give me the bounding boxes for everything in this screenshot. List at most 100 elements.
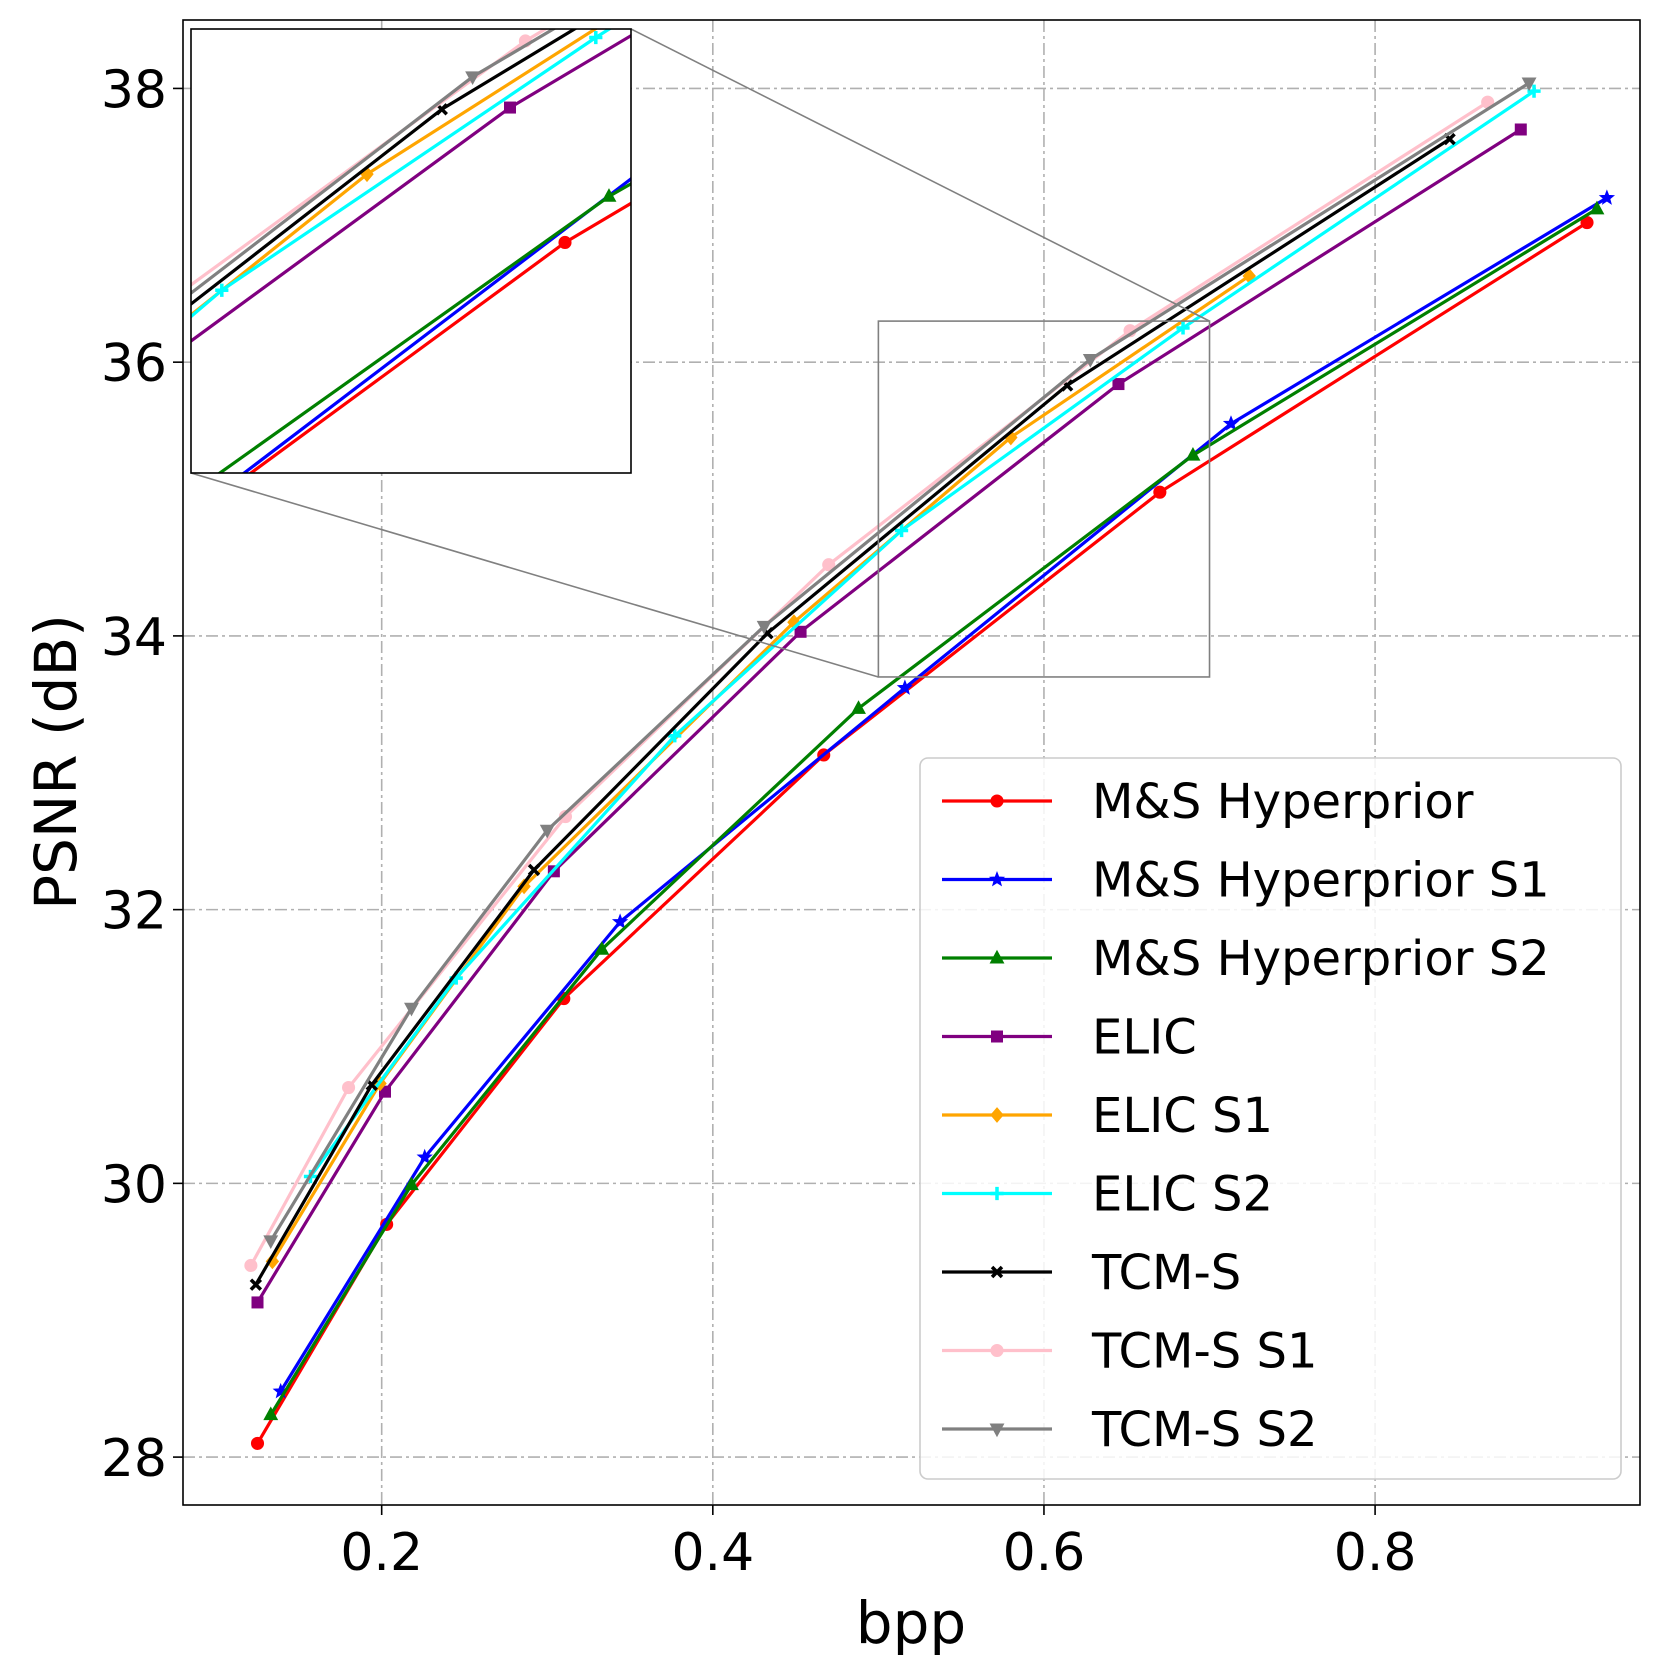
x-tick-label: 0.8 bbox=[1334, 1523, 1417, 1583]
data-point bbox=[465, 71, 481, 86]
series-m-s-hyperprior-s2 bbox=[263, 200, 1605, 1421]
data-point bbox=[668, 729, 682, 743]
legend-label: ELIC S1 bbox=[1092, 1088, 1273, 1144]
x-tick-label: 0.4 bbox=[671, 1523, 754, 1583]
data-point bbox=[991, 1030, 1003, 1043]
legend-label: TCM-S S1 bbox=[1091, 1324, 1318, 1380]
inset-series bbox=[191, 29, 631, 473]
series-line bbox=[279, 196, 1608, 1393]
y-tick-label: 34 bbox=[101, 608, 167, 668]
legend-label: ELIC S2 bbox=[1092, 1167, 1273, 1223]
zoom-indicator bbox=[190, 28, 1211, 678]
legend-label: M&S Hyperprior S1 bbox=[1092, 853, 1550, 909]
data-point bbox=[589, 30, 603, 45]
legend: M&S Hyperprior M&S Hyperprior S1 M&S Hyper… bbox=[919, 757, 1622, 1480]
data-point bbox=[990, 1107, 1004, 1123]
series-line bbox=[309, 89, 1535, 1178]
data-point bbox=[1598, 189, 1616, 205]
data-point bbox=[504, 101, 516, 114]
data-point bbox=[1176, 321, 1190, 335]
data-point bbox=[404, 1176, 419, 1191]
data-point bbox=[1082, 353, 1098, 368]
data-point bbox=[1222, 415, 1240, 431]
legend-item: ELIC S2 bbox=[942, 1167, 1273, 1223]
data-point bbox=[1521, 77, 1537, 92]
legend-label: TCM-S bbox=[1091, 1245, 1241, 1301]
data-point bbox=[539, 824, 555, 839]
series-line bbox=[191, 33, 631, 343]
data-point bbox=[989, 1423, 1005, 1438]
y-tick-label: 38 bbox=[101, 60, 167, 120]
data-point bbox=[822, 558, 836, 572]
legend-label: M&S Hyperprior bbox=[1092, 774, 1474, 830]
data-point bbox=[1153, 485, 1167, 499]
data-point bbox=[527, 863, 541, 877]
data-point bbox=[416, 1148, 433, 1165]
axis-ticks: 0.2 0.4 0.6 0.8 28 30 32 34 36 38 bbox=[101, 60, 1417, 1583]
legend-item: M&S Hyperprior S2 bbox=[942, 931, 1550, 987]
x-tick-label: 0.2 bbox=[340, 1523, 423, 1583]
data-point bbox=[990, 1343, 1004, 1358]
series-elic bbox=[191, 33, 631, 343]
data-point bbox=[404, 1002, 419, 1017]
data-point bbox=[251, 1296, 264, 1309]
data-point bbox=[894, 523, 909, 538]
data-point bbox=[249, 1278, 263, 1291]
legend-item: TCM-S S1 bbox=[942, 1324, 1318, 1380]
data-point bbox=[1112, 378, 1125, 391]
y-tick-label: 36 bbox=[101, 334, 167, 394]
series-elic-s2 bbox=[303, 84, 1541, 1184]
series-line bbox=[269, 207, 1598, 1416]
zoom-inset bbox=[190, 28, 632, 474]
legend-label: TCM-S S2 bbox=[1091, 1402, 1318, 1458]
zoom-connector-line bbox=[630, 28, 1210, 322]
y-tick-label: 28 bbox=[101, 1429, 167, 1489]
data-point bbox=[1185, 447, 1201, 461]
data-point bbox=[611, 913, 629, 929]
data-point bbox=[990, 794, 1004, 808]
data-point bbox=[989, 949, 1005, 964]
series-tcm-s-s2 bbox=[191, 29, 557, 296]
data-point bbox=[988, 871, 1006, 887]
data-point bbox=[558, 810, 573, 824]
legend-label: M&S Hyperprior S2 bbox=[1092, 931, 1550, 987]
series-line bbox=[254, 137, 1451, 1286]
data-point bbox=[851, 700, 866, 714]
data-point bbox=[378, 1085, 391, 1098]
plot-frame bbox=[182, 19, 1641, 1506]
data-point bbox=[250, 1436, 265, 1450]
legend-frame bbox=[919, 757, 1622, 1480]
legend-item: M&S Hyperprior S1 bbox=[942, 853, 1550, 909]
data-point bbox=[756, 620, 772, 635]
series-tcm-s-s2 bbox=[263, 77, 1537, 1250]
data-point bbox=[1514, 123, 1527, 136]
data-point bbox=[1589, 200, 1605, 215]
y-tick-label: 30 bbox=[101, 1155, 167, 1215]
series-m-s-hyperprior bbox=[248, 201, 631, 473]
data-point bbox=[794, 625, 807, 638]
data-point bbox=[896, 679, 914, 695]
main-plot-series bbox=[244, 77, 1616, 1450]
x-axis-label: bpp bbox=[856, 1589, 966, 1657]
legend-item: TCM-S bbox=[942, 1245, 1241, 1301]
legend-label: ELIC bbox=[1092, 1010, 1197, 1066]
data-point bbox=[517, 878, 531, 895]
legend-item: ELIC S1 bbox=[942, 1088, 1273, 1144]
data-point bbox=[990, 1186, 1004, 1201]
data-point bbox=[215, 283, 229, 297]
y-axis-label: PSNR (dB) bbox=[22, 614, 90, 910]
data-point bbox=[342, 1081, 356, 1095]
zoom-region-box bbox=[877, 320, 1211, 678]
data-point bbox=[263, 1406, 279, 1421]
zoom-connector-line bbox=[190, 472, 879, 678]
series-line bbox=[191, 29, 599, 318]
series-line bbox=[191, 29, 578, 307]
data-point bbox=[1527, 84, 1541, 98]
series-elic-s2 bbox=[191, 29, 613, 319]
data-point bbox=[263, 1235, 279, 1250]
data-point bbox=[594, 941, 610, 955]
series-line bbox=[269, 81, 1530, 1242]
data-point bbox=[265, 1253, 280, 1270]
y-tick-label: 32 bbox=[101, 882, 167, 942]
